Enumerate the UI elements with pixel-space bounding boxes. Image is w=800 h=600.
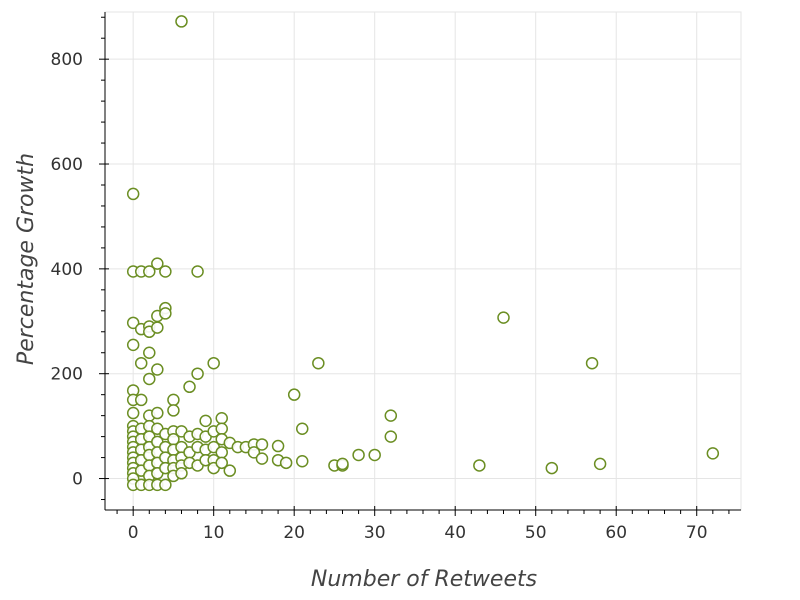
data-point	[545, 461, 559, 475]
data-point	[191, 367, 204, 380]
y-tick-label: 200	[51, 365, 83, 385]
data-point	[279, 456, 293, 470]
data-point	[295, 422, 309, 435]
data-point	[151, 321, 164, 334]
data-point	[151, 363, 164, 376]
data-point	[167, 393, 180, 407]
data-point	[126, 338, 140, 352]
x-tick-label: 50	[525, 523, 547, 543]
data-point	[336, 457, 349, 471]
data-point	[126, 406, 140, 420]
y-tick-label: 0	[72, 470, 83, 490]
x-axis-label: Number of Retweets	[311, 567, 537, 592]
grid	[104, 11, 742, 511]
data-points	[126, 15, 720, 492]
data-point	[151, 406, 164, 420]
data-point	[706, 447, 720, 460]
data-point	[215, 446, 228, 459]
data-point	[159, 265, 172, 278]
data-point	[368, 448, 381, 462]
x-tick-label: 0	[128, 523, 139, 543]
x-tick-label: 60	[605, 523, 627, 543]
data-point	[191, 265, 204, 278]
data-point	[134, 393, 148, 407]
data-point	[134, 356, 148, 370]
y-tick-label: 600	[51, 155, 83, 175]
data-point	[183, 380, 196, 394]
data-point	[175, 467, 188, 480]
data-point	[159, 307, 172, 320]
data-point	[255, 452, 269, 465]
data-point	[207, 356, 220, 370]
axes: 0 10 20 30 40 50 60 70 0 200 400 600 800	[51, 12, 741, 543]
data-point	[126, 316, 140, 330]
data-point	[215, 456, 228, 470]
data-point	[151, 257, 164, 270]
data-point	[199, 414, 212, 428]
data-point	[126, 187, 140, 201]
data-point	[473, 459, 486, 472]
data-point	[593, 457, 607, 471]
data-point	[271, 439, 285, 453]
data-point	[352, 448, 365, 462]
y-tick-label: 800	[51, 50, 83, 70]
y-axis-label: Percentage Growth	[14, 153, 39, 365]
data-point	[585, 356, 599, 370]
data-point	[384, 409, 398, 422]
x-tick-label: 30	[364, 523, 386, 543]
x-tick-label: 40	[444, 523, 466, 543]
data-point	[215, 422, 228, 435]
data-point	[295, 454, 309, 468]
y-tick-label: 400	[51, 260, 83, 280]
data-point	[143, 372, 156, 386]
data-point	[143, 265, 156, 278]
data-point	[167, 404, 180, 417]
data-point	[287, 388, 301, 401]
data-point	[143, 346, 156, 359]
data-point	[247, 446, 261, 459]
data-point	[312, 356, 325, 370]
data-point	[255, 438, 269, 451]
data-point	[384, 430, 398, 443]
data-point	[223, 464, 237, 477]
data-point	[159, 478, 172, 492]
data-point	[497, 311, 510, 324]
data-point	[215, 412, 228, 425]
data-point	[175, 15, 188, 28]
x-tick-label: 10	[203, 523, 225, 543]
x-tick-label: 70	[686, 523, 708, 543]
x-tick-label: 20	[283, 523, 305, 543]
